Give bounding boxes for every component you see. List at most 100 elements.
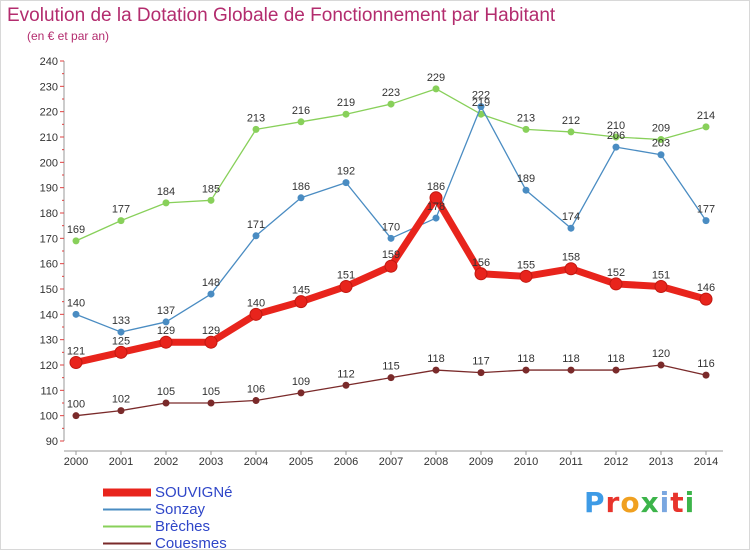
data-point (387, 100, 395, 108)
data-label: 186 (292, 181, 310, 193)
data-label: 137 (157, 305, 175, 317)
x-tick-label: 2009 (469, 456, 493, 468)
data-label: 100 (67, 399, 85, 411)
legend-item-souvigne: SOUVIGNé (101, 484, 233, 501)
data-point (159, 335, 173, 349)
data-label: 177 (112, 204, 130, 216)
x-tick-label: 2001 (109, 456, 133, 468)
data-point (162, 399, 170, 407)
data-label: 203 (652, 138, 670, 150)
legend-swatch (103, 488, 151, 497)
data-label: 210 (607, 120, 625, 132)
y-tick-label: 170 (40, 233, 58, 245)
data-label: 177 (697, 204, 715, 216)
data-label: 105 (202, 386, 220, 398)
chart-title: Evolution de la Dotation Globale de Fonc… (7, 5, 556, 26)
y-tick-label: 140 (40, 309, 58, 321)
data-point (474, 267, 488, 281)
legend-swatch (103, 508, 151, 511)
data-label: 112 (337, 368, 355, 380)
series-line (75, 88, 707, 242)
data-label: 212 (562, 115, 580, 127)
data-label: 213 (517, 112, 535, 124)
legend-item-sonzay: Sonzay (101, 501, 233, 518)
data-point (477, 103, 485, 111)
data-label: 140 (67, 297, 85, 309)
data-label: 118 (427, 353, 445, 365)
data-point (252, 125, 260, 133)
data-label: 115 (382, 361, 400, 373)
data-point (252, 396, 260, 404)
data-label: 102 (112, 394, 130, 406)
chart-subtitle: (en € et par an) (27, 29, 110, 43)
data-point (207, 399, 215, 407)
data-point (204, 335, 218, 349)
x-tick-label: 2002 (154, 456, 178, 468)
data-point (207, 290, 215, 298)
x-tick-label: 2006 (334, 456, 358, 468)
data-label: 209 (652, 123, 670, 135)
x-tick-label: 2012 (604, 456, 628, 468)
data-label: 219 (472, 97, 490, 109)
data-point (612, 133, 620, 141)
data-point (657, 136, 665, 144)
data-point (657, 361, 665, 369)
data-label: 105 (157, 386, 175, 398)
data-label: 158 (562, 252, 580, 264)
data-label: 219 (337, 97, 355, 109)
data-label: 184 (157, 186, 175, 198)
data-label: 229 (427, 72, 445, 84)
data-point (567, 224, 575, 232)
data-label: 133 (112, 315, 130, 327)
data-label: 151 (337, 269, 355, 281)
data-point (522, 125, 530, 133)
y-tick-label: 180 (40, 208, 58, 220)
data-label: 118 (517, 353, 535, 365)
data-point (207, 196, 215, 204)
data-point (699, 292, 713, 306)
data-point (342, 179, 350, 187)
data-point (657, 151, 665, 159)
data-point (702, 371, 710, 379)
data-label: 216 (292, 105, 310, 117)
data-point (432, 85, 440, 93)
data-label: 155 (517, 259, 535, 271)
data-point (249, 307, 263, 321)
data-label: 223 (382, 87, 400, 99)
data-point (69, 355, 83, 369)
data-point (387, 234, 395, 242)
x-tick-label: 2010 (514, 456, 538, 468)
y-tick-label: 120 (40, 360, 58, 372)
proxiti-logo: Proxiti (584, 486, 696, 519)
data-point (612, 143, 620, 151)
data-label: 213 (247, 112, 265, 124)
y-tick-label: 150 (40, 284, 58, 296)
y-tick-label: 100 (40, 411, 58, 423)
data-point (387, 374, 395, 382)
data-point (522, 186, 530, 194)
data-point (564, 262, 578, 276)
data-label: 120 (652, 348, 670, 360)
data-point (429, 191, 443, 205)
data-label: 148 (202, 277, 220, 289)
data-label: 222 (472, 90, 490, 102)
data-label: 117 (472, 356, 490, 368)
data-label: 171 (247, 219, 265, 231)
data-point (72, 237, 80, 245)
data-label: 146 (697, 282, 715, 294)
y-tick-label: 240 (40, 56, 58, 68)
data-point (297, 118, 305, 126)
legend-label: Couesmes (155, 535, 227, 550)
data-label: 170 (382, 221, 400, 233)
data-label: 174 (562, 211, 580, 223)
x-tick-label: 2014 (694, 456, 718, 468)
x-tick-label: 2000 (64, 456, 88, 468)
legend-label: Brèches (155, 518, 211, 535)
data-point (342, 381, 350, 389)
x-tick-label: 2004 (244, 456, 268, 468)
data-point (477, 369, 485, 377)
data-point (567, 128, 575, 136)
data-point (114, 345, 128, 359)
data-point (339, 279, 353, 293)
